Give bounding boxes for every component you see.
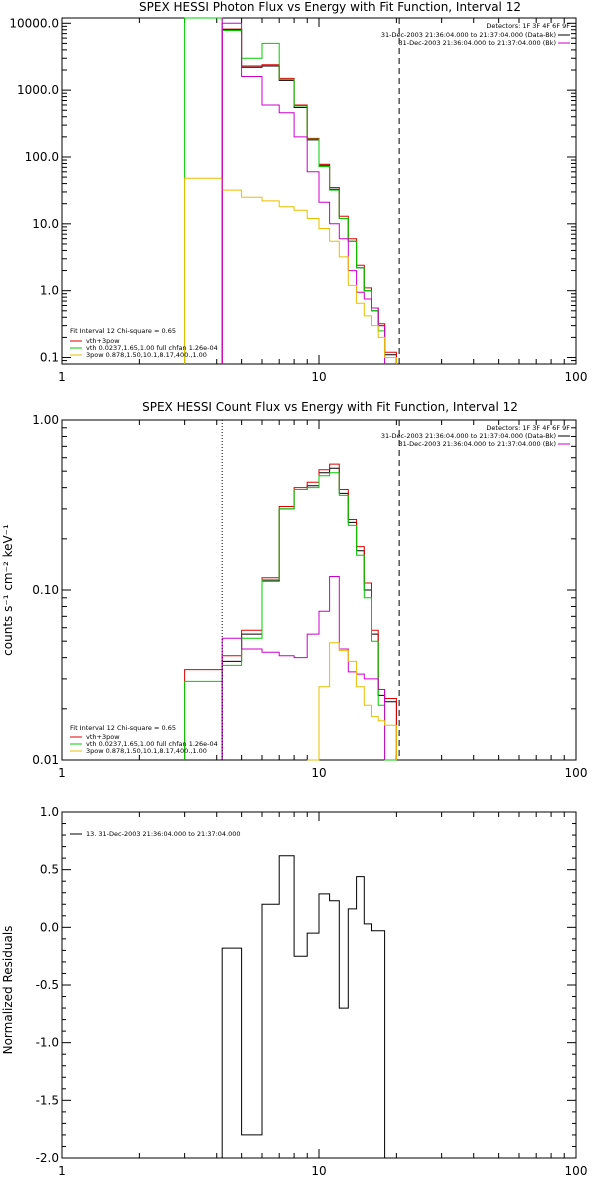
panel-photon-flux: SPEX HESSI Photon Flux vs Energy with Fi…: [9, 0, 587, 384]
y-tick-label: 1.0: [40, 284, 59, 298]
legend-entry: 3pow 0.878,1.50,10.1,8.17,400.,1.00: [86, 747, 207, 755]
x-tick-label: 10: [311, 370, 326, 384]
series-line: [184, 177, 397, 364]
y-tick-label: 10000.0: [9, 16, 59, 30]
y-tick-label: 1.00: [32, 413, 59, 427]
y-tick-label: 10.0: [32, 217, 59, 231]
legend: Fit Interval 12 Chi-square = 0.65 vth+3p…: [70, 327, 218, 359]
header-line: 31-Dec-2003 21:36:04.000 to 21:37:04.000…: [399, 440, 557, 448]
reference-lines: [221, 420, 400, 760]
legend: 13. 31-Dec-2003 21:36:04.000 to 21:37:04…: [70, 830, 241, 838]
x-tick-label: 100: [565, 370, 588, 384]
legend-entry: vth+3pow: [86, 337, 120, 345]
y-tick-label: -0.5: [36, 978, 59, 992]
panel-count-flux: SPEX HESSI Count Flux vs Energy with Fit…: [1, 400, 587, 780]
y-tick-label: 0.1: [40, 351, 59, 365]
header-line: 31-Dec-2003 21:36:04.000 to 21:37:04.000…: [381, 31, 556, 39]
series-group: [221, 855, 397, 1159]
header-line: 31-Dec-2003 21:36:04.000 to 21:37:04.000…: [399, 39, 557, 47]
series-line: [184, 463, 397, 760]
y-axis-label: counts s⁻¹ cm⁻² keV⁻¹: [1, 524, 15, 656]
chart-title: SPEX HESSI Count Flux vs Energy with Fit…: [142, 400, 518, 414]
y-tick-label: 1.0: [40, 805, 59, 819]
legend: Fit Interval 12 Chi-square = 0.65 vth+3p…: [70, 724, 218, 755]
y-tick-label: 0.0: [40, 920, 59, 934]
legend-title: Fit Interval 12 Chi-square = 0.65: [70, 724, 176, 732]
x-tick-label: 100: [565, 1164, 588, 1178]
header-line: 31-Dec-2003 21:36:04.000 to 21:37:04.000…: [381, 432, 556, 440]
y-tick-label: -1.5: [36, 1093, 59, 1107]
y-tick-label: 100.0: [25, 150, 59, 164]
series-line: [307, 642, 397, 761]
legend-entry: 13. 31-Dec-2003 21:36:04.000 to 21:37:04…: [86, 830, 241, 838]
header-block: Detectors: 1F 3F 4F 6F 9F 31-Dec-2003 21…: [381, 424, 570, 448]
series-line: [221, 28, 397, 364]
series-line: [221, 576, 386, 760]
legend-entry: vth+3pow: [86, 733, 120, 741]
x-tick-label: 1: [58, 370, 66, 384]
series-line: [221, 467, 397, 760]
header-block: Detectors: 1F 3F 4F 6F 9F 31-Dec-2003 21…: [381, 22, 570, 47]
x-tick-label: 1: [58, 766, 66, 780]
chart-title: SPEX HESSI Photon Flux vs Energy with Fi…: [139, 0, 521, 14]
y-tick-label: -2.0: [36, 1151, 59, 1165]
series-line: [221, 22, 386, 364]
y-tick-label: -1.0: [36, 1036, 59, 1050]
plot-frame: [61, 811, 577, 1159]
header-line: Detectors: 1F 3F 4F 6F 9F: [486, 22, 570, 30]
y-tick-label: 0.10: [32, 583, 59, 597]
x-tick-label: 10: [311, 1164, 326, 1178]
series-group: [184, 17, 397, 364]
reference-lines: [221, 18, 400, 364]
series-line: [221, 855, 397, 1159]
axes: 1 10 100 1.0 0.5 0.0 -0.5 -1.0 -1.5 -2.0: [36, 805, 588, 1178]
y-tick-label: 0.5: [40, 863, 59, 877]
y-tick-label: 1000.0: [17, 83, 59, 97]
x-tick-label: 100: [565, 766, 588, 780]
legend-entry: 3pow 0.878,1.50,10.1,8.17,400.,1.00: [86, 351, 207, 359]
legend-entry: vth 0.0237,1.65,1.00 full chfan 1.26e-04: [86, 344, 218, 352]
series-line: [184, 472, 397, 761]
panel-residuals: Normalized Residuals 1 10 100 1.0 0.5 0.0 -0.5…: [1, 805, 587, 1178]
legend-title: Fit Interval 12 Chi-square = 0.65: [70, 327, 176, 335]
x-tick-label: 10: [311, 766, 326, 780]
y-axis-label: Normalized Residuals: [1, 926, 15, 1055]
header-line: Detectors: 1F 3F 4F 6F 9F: [486, 424, 570, 432]
y-tick-label: 0.01: [32, 753, 59, 767]
series-group: [184, 463, 397, 761]
x-tick-label: 1: [58, 1164, 66, 1178]
axes: 1 10 100 0.1 1.0 10.0 100.0 1000.0 10000.0: [9, 16, 587, 384]
legend-entry: vth 0.0237,1.65,1.00 full chfan 1.26e-04: [86, 740, 218, 748]
series-line: [184, 17, 386, 364]
